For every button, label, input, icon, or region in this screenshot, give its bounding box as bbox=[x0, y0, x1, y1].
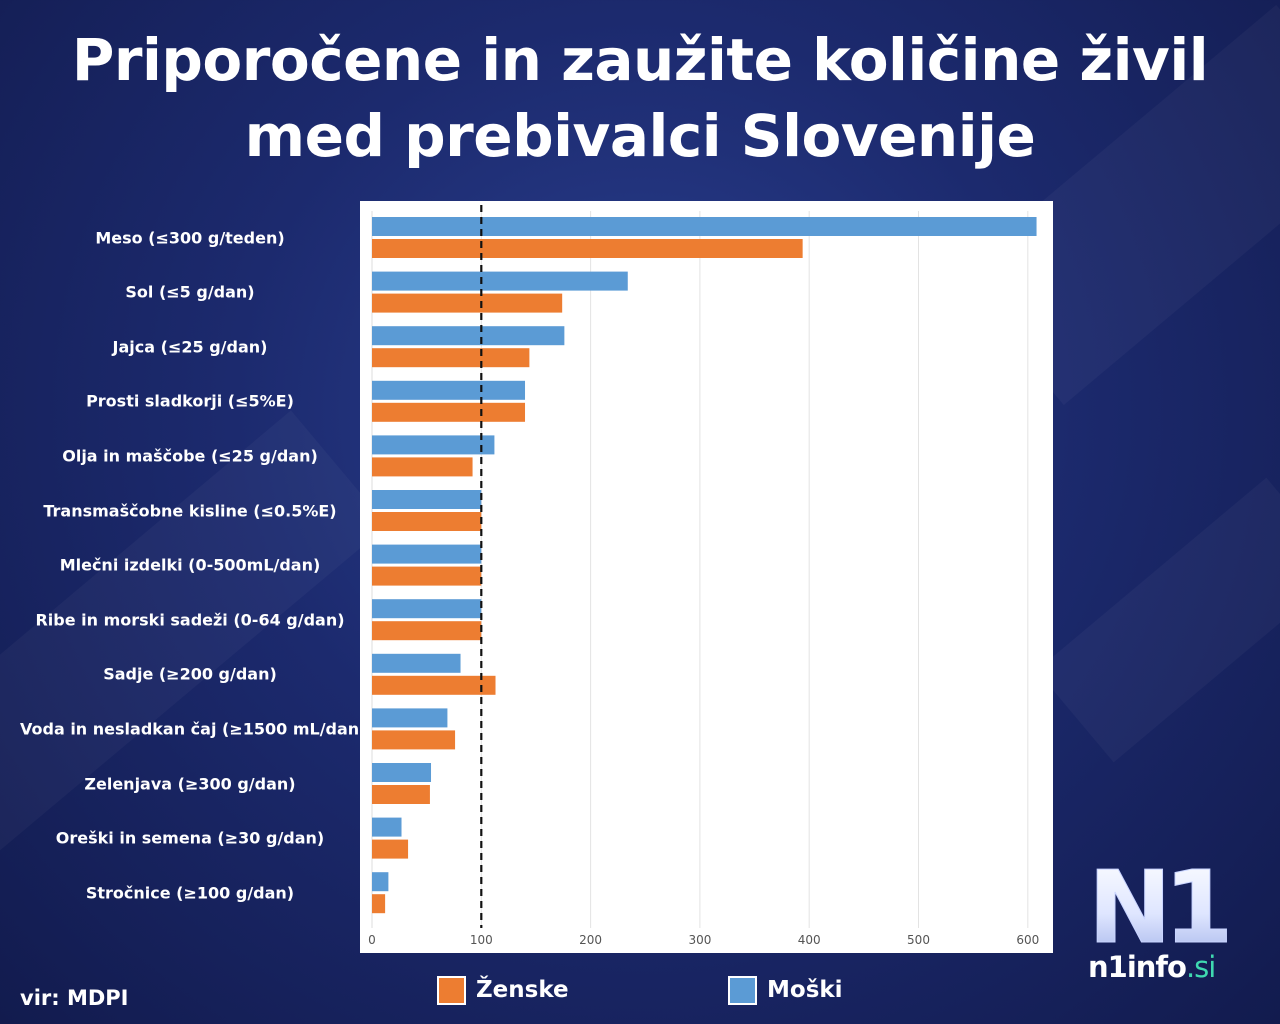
x-tick-label: 200 bbox=[579, 933, 602, 947]
bar-female bbox=[372, 894, 386, 914]
category-label: Ribe in morski sadeži (0-64 g/dan) bbox=[35, 610, 345, 630]
category-label: Olja in maščobe (≤25 g/dan) bbox=[62, 446, 318, 466]
bar-male bbox=[372, 872, 389, 892]
bar-male bbox=[372, 708, 448, 728]
bar-female bbox=[372, 512, 482, 531]
bar-male bbox=[372, 653, 461, 673]
bar-male bbox=[372, 326, 565, 346]
bar-male bbox=[372, 380, 526, 400]
legend-female: Ženske bbox=[437, 972, 569, 1008]
background-decoration bbox=[1037, 478, 1280, 763]
legend-male: Moški bbox=[728, 972, 843, 1008]
bar-female bbox=[372, 457, 473, 477]
logo-text-suffix: .si bbox=[1185, 950, 1216, 984]
bar-male bbox=[372, 599, 482, 619]
bar-male bbox=[372, 217, 1037, 236]
category-label: Zelenjava (≥300 g/dan) bbox=[84, 774, 296, 793]
bar-chart: 0 100 200 300 400 500 600 bbox=[368, 205, 1039, 947]
n1-logo-mark-text: N1 bbox=[1088, 858, 1227, 950]
bar-female bbox=[372, 785, 430, 804]
bar-male bbox=[372, 490, 482, 509]
bar-female bbox=[372, 621, 482, 641]
bar-female bbox=[372, 293, 563, 313]
logo-text-main: n1info bbox=[1088, 950, 1187, 984]
bar-female bbox=[372, 730, 456, 750]
bar-male bbox=[372, 544, 482, 564]
category-label: Stročnice (≥100 g/dan) bbox=[85, 883, 295, 903]
x-tick-label: 600 bbox=[1016, 933, 1039, 947]
n1-logo: N1 n1info.si bbox=[1086, 858, 1231, 988]
bar-female bbox=[372, 239, 803, 258]
category-label: Jajca (≤25 g/dan) bbox=[112, 337, 268, 357]
bar-female bbox=[372, 566, 482, 586]
n1-logo-mark: N1 bbox=[1088, 858, 1231, 950]
legend-female-swatch bbox=[437, 975, 466, 1005]
legend-female-label: Ženske bbox=[476, 977, 569, 1003]
chart-panel: 0 100 200 300 400 500 600 bbox=[360, 201, 1053, 953]
bar-male bbox=[372, 435, 495, 455]
category-label: Sadje (≥200 g/dan) bbox=[103, 664, 277, 684]
category-label: Prosti sladkorji (≤5%E) bbox=[86, 391, 294, 411]
x-tick-label: 300 bbox=[688, 933, 711, 947]
category-label: Voda in nesladkan čaj (≥1500 mL/dan) bbox=[20, 719, 367, 739]
x-tick-label: 0 bbox=[368, 933, 376, 947]
legend-male-swatch bbox=[728, 975, 757, 1005]
bar-male bbox=[372, 763, 432, 782]
category-label: Oreški in semena (≥30 g/dan) bbox=[55, 828, 325, 848]
legend-male-label: Moški bbox=[767, 977, 843, 1003]
bar-female bbox=[372, 839, 409, 859]
source-note: vir: MDPI bbox=[20, 986, 129, 1010]
n1-logo-text: n1info.si bbox=[1088, 950, 1216, 984]
category-label: Transmaščobne kisline (≤0.5%E) bbox=[43, 501, 337, 520]
category-label: Sol (≤5 g/dan) bbox=[125, 282, 255, 302]
x-tick-label: 500 bbox=[907, 933, 930, 947]
title-line-1: Priporočene in zaužite količine živil bbox=[71, 26, 1209, 94]
bar-female bbox=[372, 348, 530, 368]
title-line-2: med prebivalci Slovenije bbox=[244, 102, 1036, 170]
x-tick-label: 100 bbox=[470, 933, 493, 947]
bar-male bbox=[372, 817, 402, 837]
bar-female bbox=[372, 402, 526, 422]
page-title: Priporočene in zaužite količine živil me… bbox=[0, 22, 1280, 174]
bar-female bbox=[372, 675, 496, 695]
bar-male bbox=[372, 271, 628, 291]
category-label: Mlečni izdelki (0-500mL/dan) bbox=[59, 555, 321, 575]
x-tick-label: 400 bbox=[798, 933, 821, 947]
category-label: Meso (≤300 g/teden) bbox=[95, 228, 285, 247]
